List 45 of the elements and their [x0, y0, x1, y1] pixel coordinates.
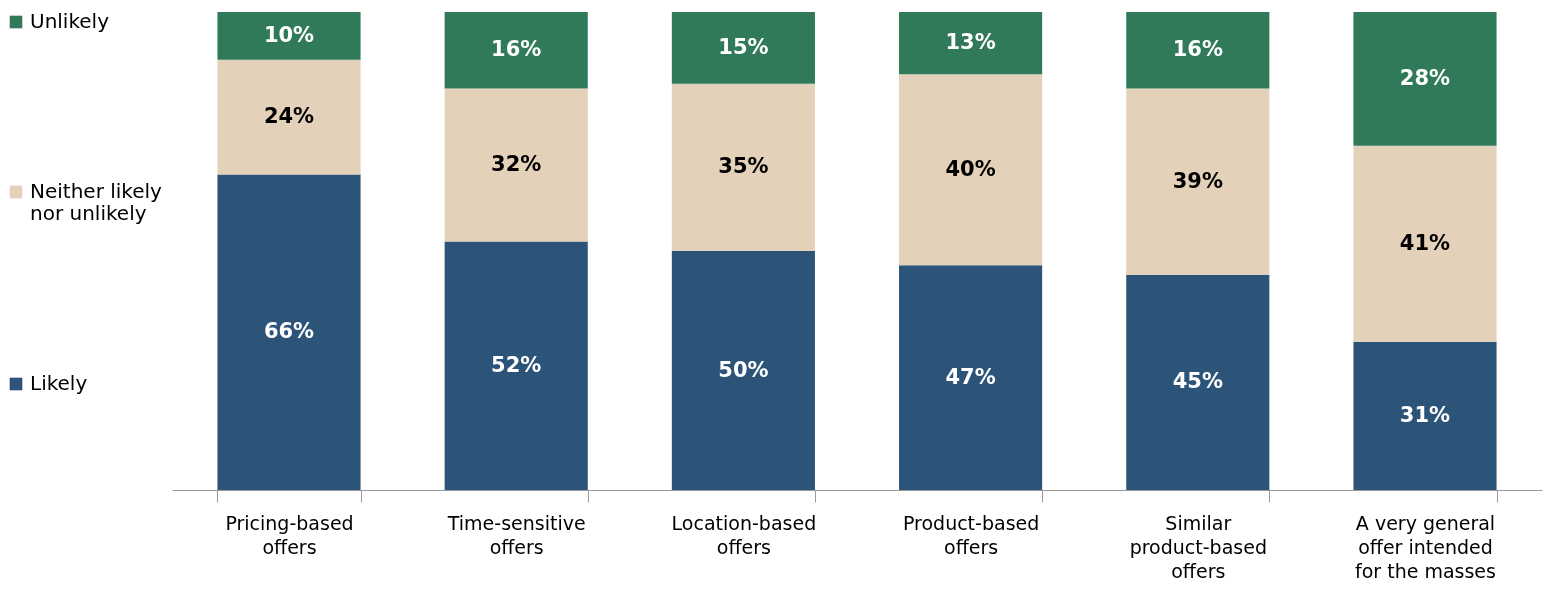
- data-label: 66%: [263, 319, 315, 344]
- bar: [671, 251, 815, 490]
- bar: [899, 74, 1043, 266]
- legend-label: Likely: [30, 371, 88, 395]
- bar: [1353, 341, 1497, 490]
- bar: [1353, 145, 1497, 342]
- data-label: 41%: [1399, 230, 1451, 255]
- bar: [444, 12, 588, 89]
- data-label: 16%: [491, 37, 542, 62]
- data-label: 47%: [945, 364, 996, 389]
- bar: [217, 12, 361, 60]
- data-label: 32%: [491, 151, 542, 176]
- bar: [1353, 12, 1497, 146]
- data-label: 15%: [718, 34, 769, 59]
- x-tick-label: Location-based offers: [671, 511, 817, 558]
- bar: [671, 12, 815, 84]
- data-label: 52%: [491, 352, 542, 377]
- data-label: 50%: [718, 357, 769, 382]
- data-label: 13%: [945, 30, 996, 55]
- bar: [1126, 274, 1270, 490]
- bar: [899, 12, 1043, 75]
- bar: [671, 83, 815, 251]
- bar: [444, 88, 588, 242]
- x-tick-label: Time-sensitive offers: [446, 511, 586, 558]
- legend-label: Neither likely nor unlikely: [30, 179, 163, 225]
- x-tick-label: Pricing-based offers: [225, 511, 354, 558]
- data-label: 35%: [718, 154, 769, 179]
- data-label: 40%: [945, 156, 996, 181]
- bar: [217, 174, 361, 490]
- data-label: 16%: [1172, 37, 1223, 62]
- bar: [444, 241, 588, 490]
- bar: [1126, 12, 1270, 89]
- data-label: 24%: [263, 104, 315, 129]
- x-tick-label: A very general offer intended for the masses: [1355, 511, 1496, 582]
- x-tick-label: Product-based offers: [902, 511, 1040, 558]
- data-label: 45%: [1172, 369, 1223, 394]
- data-label: 31%: [1399, 402, 1451, 427]
- bar: [217, 59, 361, 175]
- bar: [1126, 88, 1270, 275]
- x-tick-label: Similar product-based offers: [1129, 511, 1267, 582]
- data-label: 28%: [1399, 65, 1451, 90]
- bar: [899, 265, 1043, 490]
- data-label: 10%: [263, 22, 315, 47]
- legend-label: Unlikely: [30, 9, 110, 33]
- data-label: 39%: [1172, 168, 1223, 193]
